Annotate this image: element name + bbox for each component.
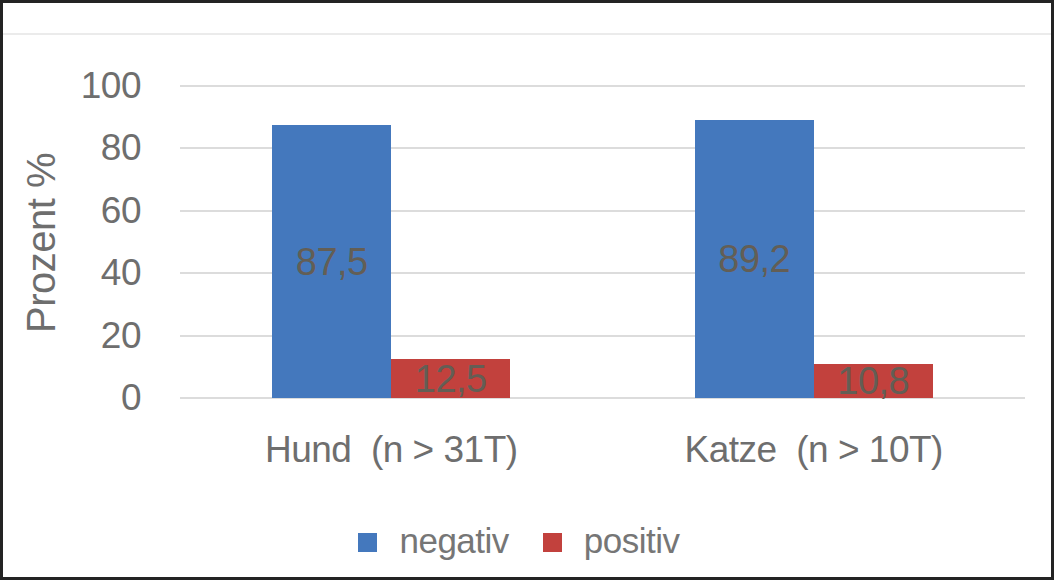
bar-value-label-positiv-2: 10,8 (814, 359, 933, 403)
bar-value-label-negativ-2: 89,2 (695, 237, 814, 281)
y-tick-label-80: 80 (31, 125, 141, 171)
category-label-2: Katze (n > 10T) (602, 427, 1025, 473)
legend-swatch-negativ (358, 533, 377, 552)
y-tick-label-60: 60 (31, 188, 141, 234)
bar-value-label-positiv-1: 12,5 (391, 357, 510, 401)
legend: negativ positiv (3, 519, 1035, 563)
legend-swatch-positiv (543, 533, 562, 552)
chart-area-top-divider (3, 33, 1051, 35)
y-tick-label-100: 100 (31, 63, 141, 109)
y-tick-label-20: 20 (31, 313, 141, 359)
chart-figure: Prozent % 87,512,589,210,8 020406080100 … (0, 0, 1054, 580)
legend-item-negativ: negativ (358, 521, 508, 561)
legend-label-positiv: positiv (584, 521, 680, 561)
y-tick-label-0: 0 (31, 375, 141, 421)
bar-value-label-negativ-1: 87,5 (272, 240, 391, 284)
y-tick-label-40: 40 (31, 250, 141, 296)
plot-area: 87,512,589,210,8 (180, 86, 1025, 398)
category-label-1: Hund (n > 31T) (180, 427, 603, 473)
gridline-100 (180, 85, 1025, 87)
legend-item-positiv: positiv (543, 521, 680, 561)
legend-label-negativ: negativ (399, 521, 508, 561)
